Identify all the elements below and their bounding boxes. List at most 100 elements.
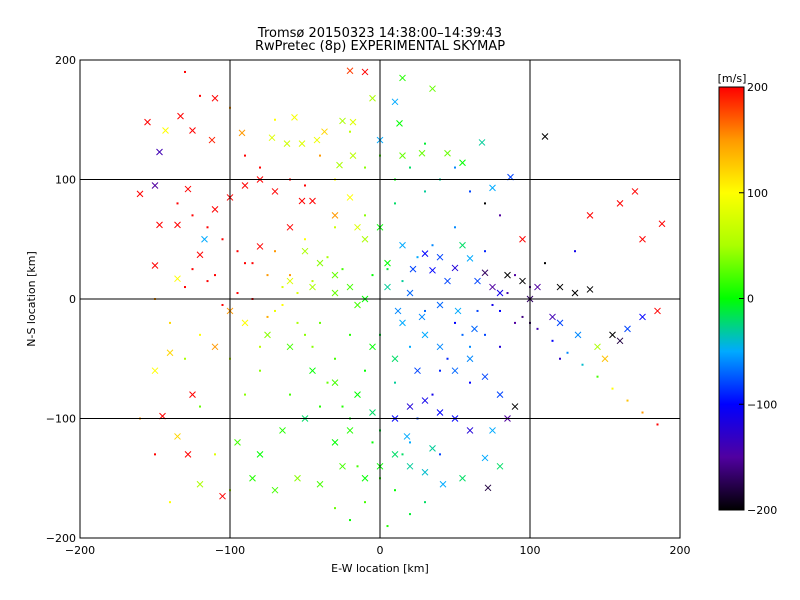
data-point-dot [199, 405, 201, 408]
data-point-x [451, 367, 459, 375]
data-point-x [211, 343, 219, 351]
data-point-x [444, 277, 451, 285]
data-point-x [549, 313, 556, 321]
data-point-dot [169, 501, 171, 504]
data-point-dot [409, 441, 411, 444]
data-point-x [511, 403, 519, 410]
data-point-x [409, 265, 417, 273]
data-point-x [196, 251, 204, 259]
data-point-x [264, 331, 271, 339]
data-point-x [466, 355, 474, 363]
data-point-x [286, 277, 294, 285]
data-point-x [399, 152, 406, 159]
data-point-x [211, 206, 219, 213]
data-point-x [403, 433, 411, 440]
data-point-dot [469, 190, 471, 193]
data-point-dot [326, 381, 329, 384]
data-point-x [541, 133, 549, 140]
data-point-x [658, 220, 666, 228]
data-point-x [189, 391, 196, 398]
data-point-x [331, 289, 339, 297]
data-point-dot [296, 321, 299, 324]
colorbar-tick-label: −100 [747, 398, 777, 411]
data-point-x [309, 197, 316, 205]
y-axis-label: N-S location [km] [25, 251, 38, 347]
data-point-x [418, 149, 426, 157]
data-point-x [639, 235, 646, 243]
colorbar-label: [m/s] [718, 72, 747, 85]
data-point-x [624, 325, 631, 333]
data-point-dot [551, 339, 554, 342]
data-point-x [174, 275, 181, 283]
colorbar-tick-label: −200 [747, 504, 777, 517]
data-point-x [208, 136, 216, 144]
data-point-dot [184, 357, 186, 360]
data-point-dot [319, 405, 321, 408]
data-point-x [406, 462, 414, 470]
data-point-dot [394, 381, 396, 384]
data-point-dot [506, 292, 509, 295]
x-axis-label: E-W location [km] [331, 562, 429, 575]
data-point-x [436, 409, 444, 416]
data-point-dot [469, 345, 471, 348]
data-point-dot [536, 327, 539, 330]
data-point-dot [184, 70, 186, 73]
data-point-dot [431, 393, 434, 396]
data-point-dot [401, 453, 404, 456]
data-point-x [177, 112, 184, 120]
data-point-dot [386, 525, 389, 528]
data-point-x [346, 194, 354, 201]
data-point-dot [394, 202, 396, 205]
data-point-x [309, 283, 316, 291]
data-point-x [391, 450, 399, 458]
data-point-dot [281, 303, 284, 306]
data-point-x [459, 241, 466, 249]
y-tick-label: −200 [46, 532, 76, 545]
data-point-dot [259, 166, 261, 169]
data-point-x [481, 269, 489, 277]
data-point-dot [326, 256, 329, 259]
data-point-x [361, 68, 369, 76]
data-point-x [331, 379, 339, 387]
chart-title: Tromsø 20150323 14:38:00–14:39:43 [257, 26, 503, 41]
data-point-x [331, 211, 339, 219]
data-point-x [144, 118, 151, 126]
data-point-dot [154, 453, 156, 456]
data-point-x [151, 262, 159, 269]
data-point-x [196, 480, 204, 488]
data-point-dot [484, 250, 486, 253]
data-point-dot [409, 513, 411, 516]
data-point-dot [221, 303, 224, 306]
data-point-dot [491, 303, 494, 306]
data-point-x [489, 184, 496, 192]
data-point-dot [656, 423, 659, 426]
data-point-x [571, 289, 579, 297]
data-point-dot [266, 315, 269, 318]
data-point-dot [244, 393, 246, 396]
data-point-x [496, 289, 504, 297]
data-point-x [249, 474, 256, 482]
data-point-dot [176, 202, 179, 205]
data-point-x [174, 221, 181, 229]
data-point-x [298, 140, 306, 148]
data-point-x [271, 188, 279, 195]
data-point-dot [364, 369, 366, 372]
x-tick-label: −200 [65, 544, 95, 557]
data-point-dot [641, 411, 644, 414]
data-point-x [391, 98, 399, 106]
data-point-dot [191, 268, 194, 271]
data-point-dot [476, 309, 479, 312]
data-point-x [349, 152, 357, 159]
data-point-x [279, 427, 286, 434]
data-point-dot [454, 166, 456, 169]
data-point-x [151, 367, 159, 375]
data-point-dot [304, 333, 306, 336]
data-point-x [474, 277, 481, 285]
data-point-x [471, 325, 478, 333]
data-point-x [321, 128, 328, 136]
data-point-dot [416, 256, 419, 259]
data-point-dot [304, 238, 306, 241]
data-point-dot [424, 142, 426, 145]
data-point-x [286, 343, 294, 351]
data-point-x [241, 319, 249, 327]
